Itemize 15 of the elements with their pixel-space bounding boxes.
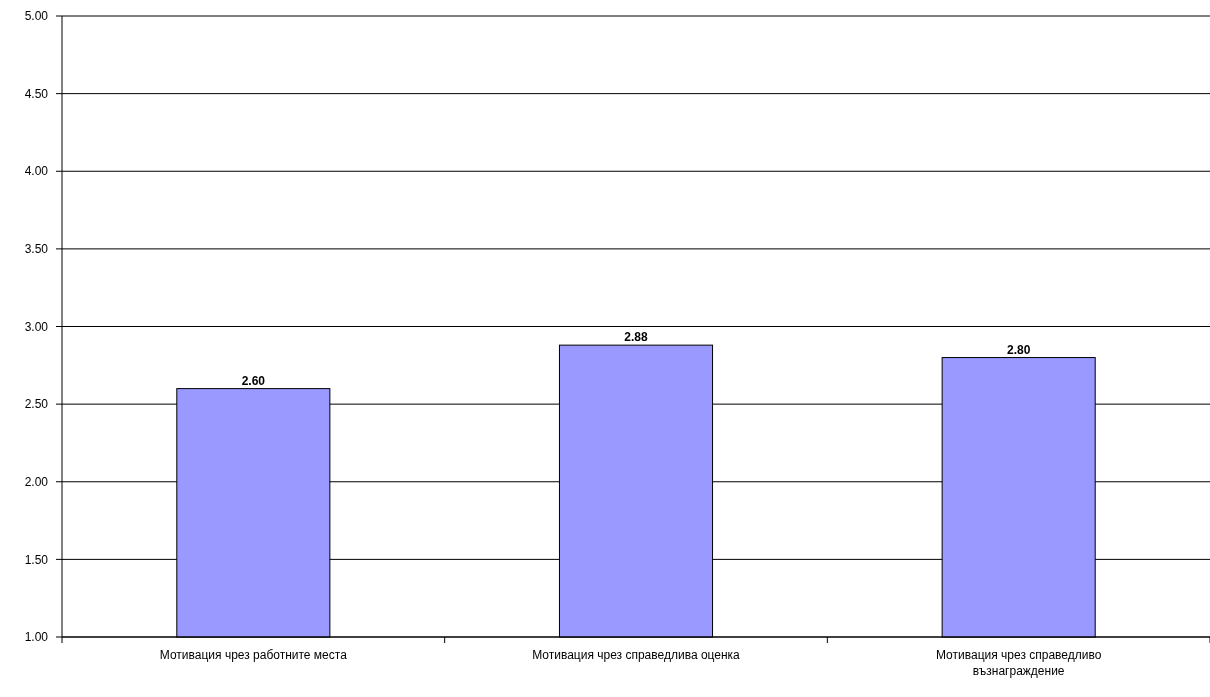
y-tick-label: 2.00 <box>24 474 49 489</box>
y-tick-label: 4.50 <box>24 86 49 101</box>
x-tick-label: Мотивация чрез справедлива оценка <box>532 648 741 662</box>
data-label: 2.80 <box>1006 342 1031 357</box>
y-tick-label: 3.50 <box>24 242 49 257</box>
y-tick-label: 1.00 <box>24 630 49 645</box>
x-tick-label: Мотивация чрез справедливо възнаграждение <box>935 648 1102 678</box>
data-label: 2.60 <box>241 373 266 388</box>
x-tick-label: Мотивация чрез работните места <box>159 648 348 662</box>
y-tick-label: 4.00 <box>24 164 49 179</box>
y-tick-label: 3.00 <box>24 319 49 334</box>
y-tick-label: 2.50 <box>24 397 49 412</box>
y-tick-label: 1.50 <box>24 552 49 567</box>
data-label: 2.88 <box>624 330 648 345</box>
y-tick-label: 5.00 <box>24 9 49 24</box>
